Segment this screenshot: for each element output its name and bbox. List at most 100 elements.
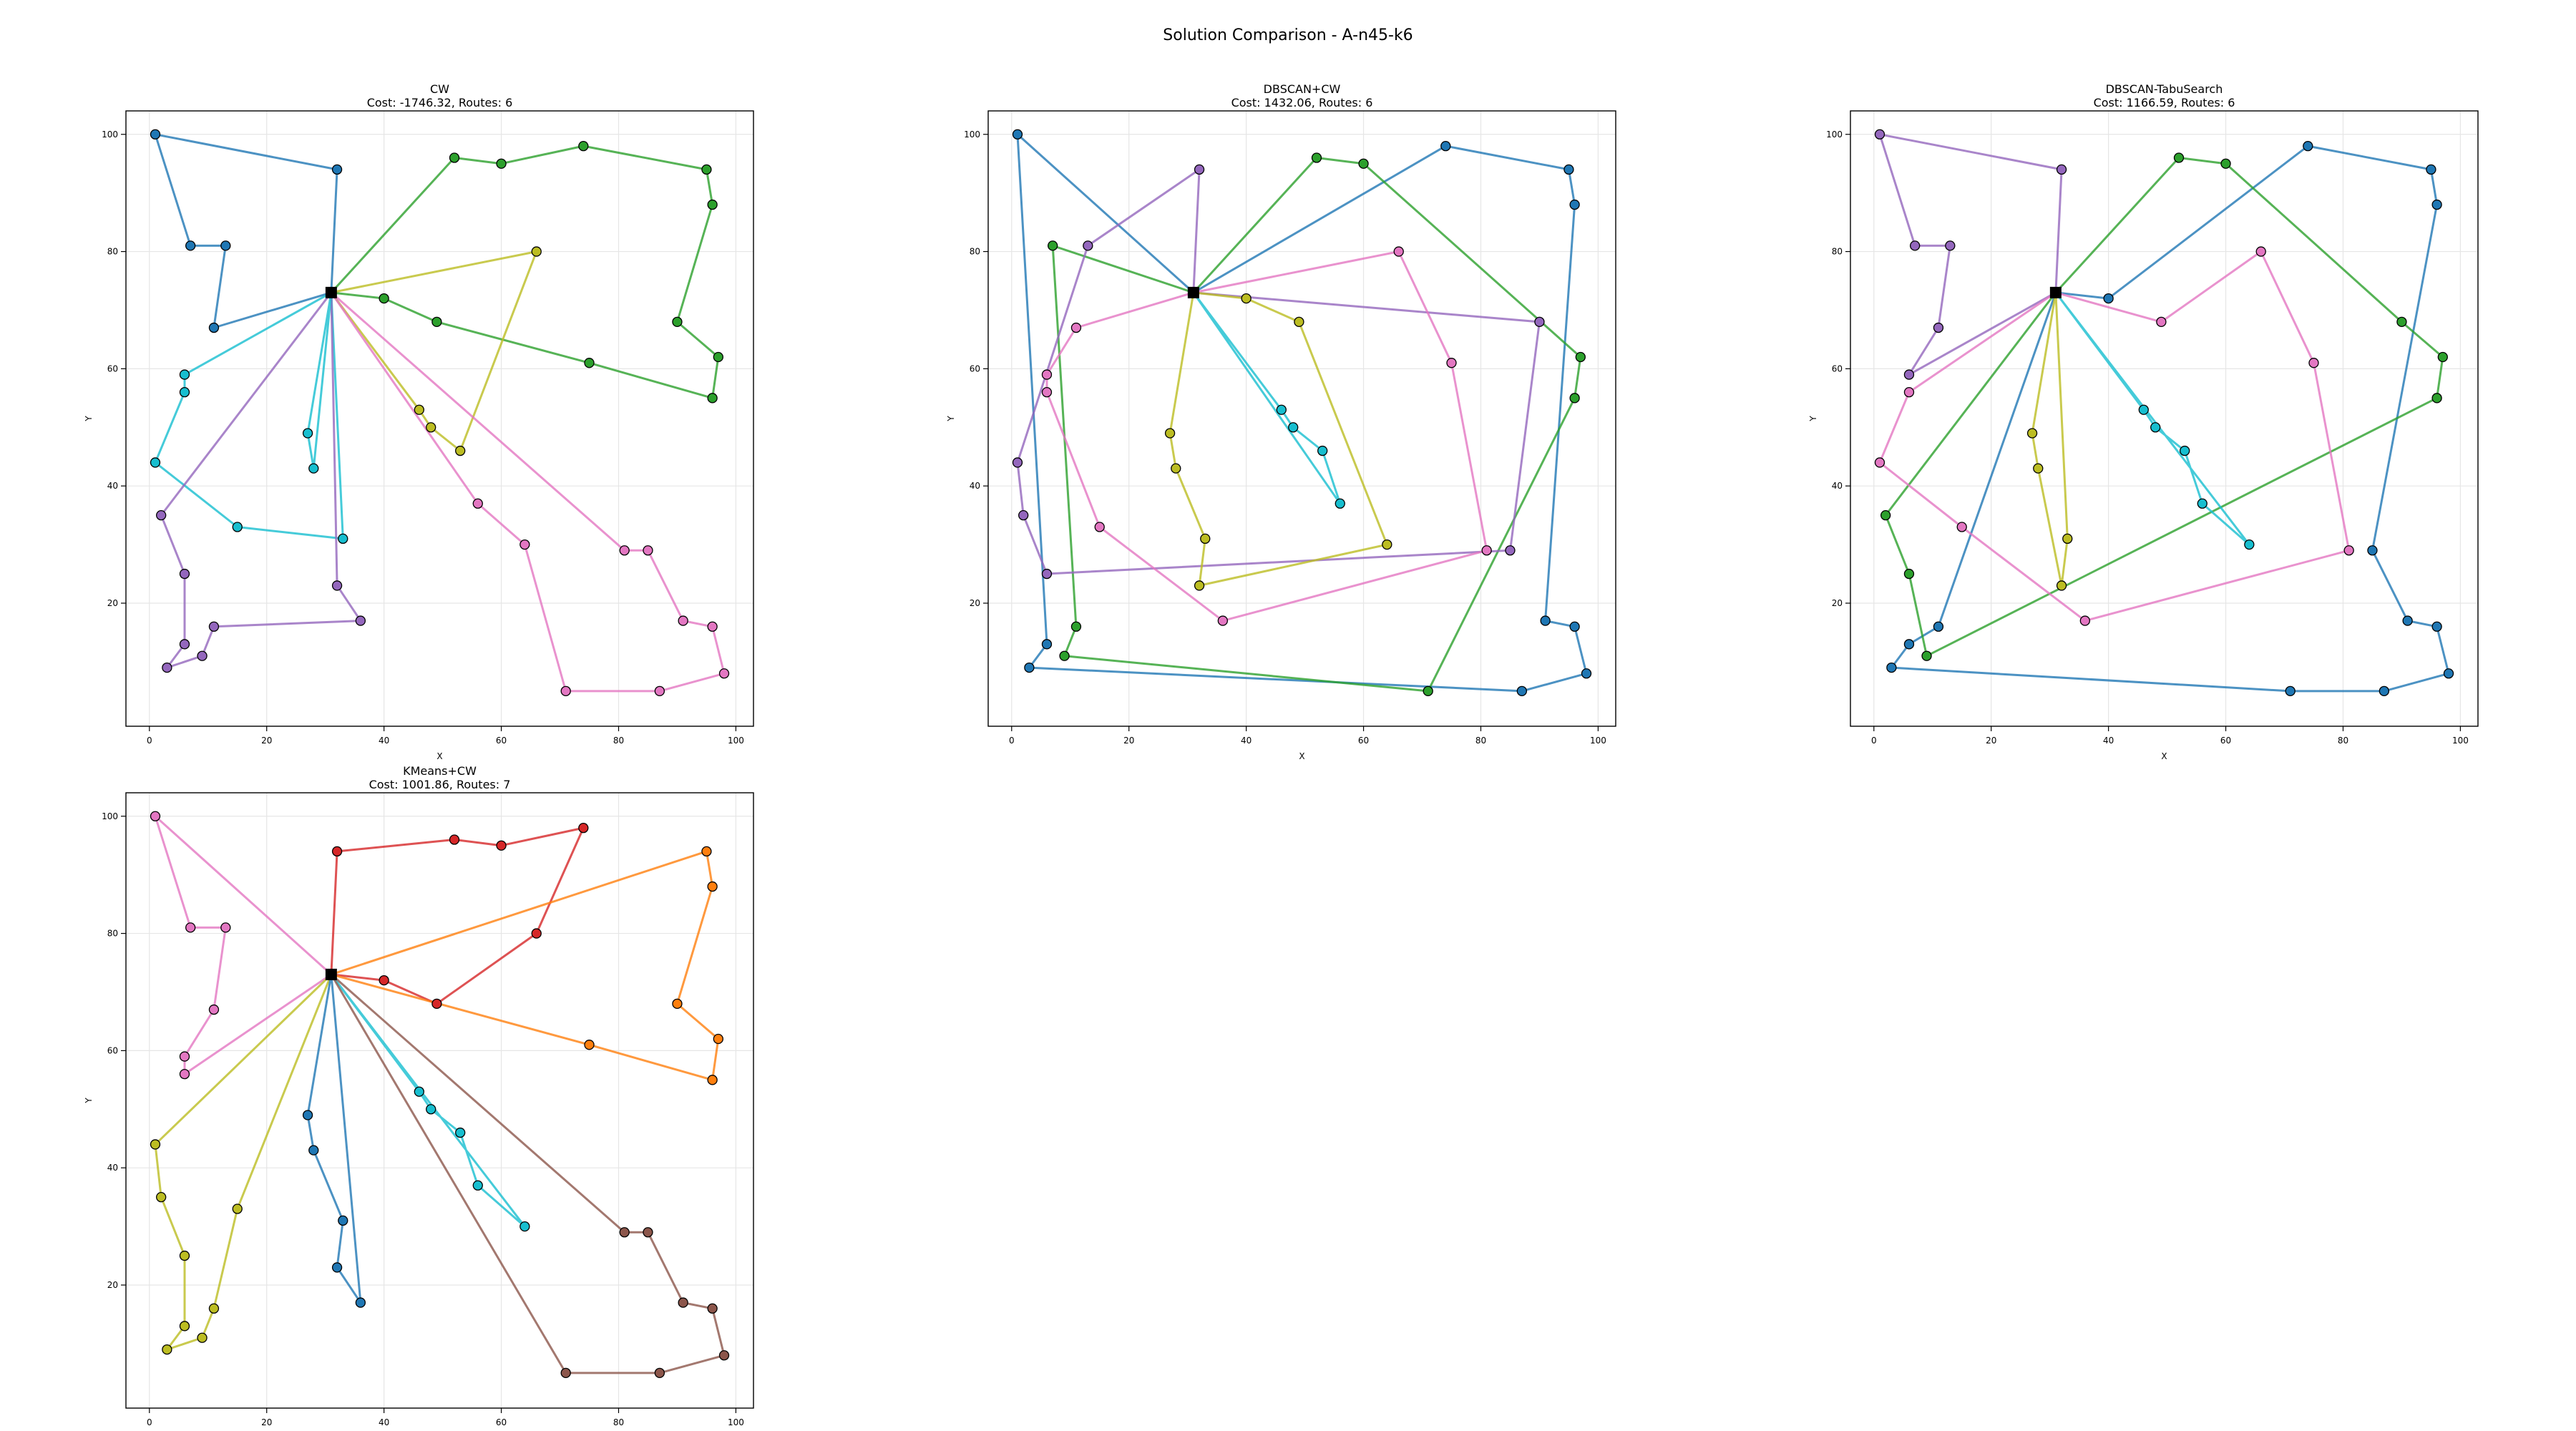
customer-point (331, 846, 343, 857)
customer-point (455, 1127, 466, 1138)
customer-point (1393, 246, 1404, 257)
customer-point (1194, 164, 1205, 175)
depot-marker (1187, 286, 1199, 298)
customer-point (208, 1004, 220, 1015)
y-tick-label: 80 (1832, 247, 1843, 257)
customer-point (208, 322, 220, 333)
customer-point (355, 1297, 366, 1308)
customer-point (713, 351, 723, 363)
customer-point (1903, 369, 1915, 380)
route-line-6 (330, 291, 726, 693)
y-axis-label: Y (1808, 416, 1818, 422)
x-tick-label: 80 (613, 736, 624, 746)
customer-point (2056, 580, 2067, 591)
customer-point (150, 1139, 161, 1150)
customer-point (672, 316, 683, 328)
route-line-5 (2031, 292, 2069, 587)
customer-point (156, 509, 167, 521)
customer-point (426, 422, 436, 433)
y-tick-label: 100 (102, 811, 118, 821)
panel-title: DBSCAN-TabuSearch (2106, 82, 2223, 96)
customer-point (678, 615, 688, 626)
customer-point (431, 998, 442, 1010)
customer-point (1317, 445, 1328, 456)
customer-point (560, 685, 571, 697)
customer-point (308, 463, 319, 474)
route-line-3 (1016, 168, 1541, 575)
route-line-5 (160, 291, 362, 669)
customer-point (179, 386, 190, 398)
customer-point (1933, 322, 1944, 333)
customer-point (1241, 293, 1252, 304)
customer-point (150, 811, 161, 821)
customer-point (302, 1110, 313, 1120)
customer-point (1382, 539, 1392, 550)
route-line-6 (1192, 291, 1342, 505)
route-line-4 (1878, 250, 2351, 622)
customer-point (707, 1075, 718, 1085)
customer-point (1440, 140, 1451, 152)
depot-marker (325, 968, 337, 980)
customer-point (1575, 351, 1586, 363)
customer-point (707, 1303, 718, 1314)
customer-point (179, 568, 190, 580)
route-line-5 (306, 974, 362, 1304)
customer-point (1083, 240, 1093, 251)
customer-point (1048, 240, 1058, 251)
customer-point (1540, 615, 1551, 626)
customer-point (431, 316, 442, 328)
customer-point (1569, 199, 1580, 210)
customer-point (531, 246, 542, 257)
y-tick-label: 20 (970, 598, 980, 608)
customer-point (701, 846, 712, 857)
x-tick-label: 80 (1475, 736, 1486, 746)
customer-point (414, 404, 424, 415)
customer-point (654, 1367, 665, 1379)
customer-point (2308, 358, 2319, 368)
customer-point (584, 1040, 595, 1050)
customer-point (220, 240, 231, 251)
customer-point (302, 428, 313, 439)
x-tick-label: 80 (613, 1417, 624, 1427)
customer-point (654, 685, 665, 697)
route-line-1 (1016, 133, 1588, 693)
customer-point (718, 668, 730, 679)
route-line-1 (330, 826, 585, 1005)
x-tick-label: 40 (1241, 736, 1252, 746)
customer-point (1563, 164, 1574, 175)
plot-frame (125, 792, 754, 1409)
customer-point (331, 164, 343, 175)
customer-point (519, 539, 530, 550)
customer-point (179, 1051, 190, 1062)
customer-point (2056, 164, 2067, 175)
customer-point (2197, 498, 2207, 509)
customer-point (1217, 615, 1229, 626)
customer-point (1921, 650, 1932, 661)
customer-point (1581, 668, 1592, 679)
customer-point (1041, 639, 1053, 650)
customer-point (643, 545, 653, 556)
customer-point (2443, 668, 2454, 679)
customer-point (1874, 457, 1885, 468)
route-line-4 (154, 291, 344, 540)
route-line-2 (1884, 157, 2444, 658)
customer-point (2138, 404, 2149, 415)
x-tick-label: 60 (1358, 736, 1369, 746)
customer-point (519, 1221, 530, 1232)
customer-point (707, 621, 718, 632)
customer-point (1276, 404, 1287, 415)
customer-point (1041, 369, 1053, 380)
x-tick-label: 100 (728, 1417, 744, 1427)
x-tick-label: 60 (496, 1417, 507, 1427)
customer-point (2156, 316, 2167, 328)
customer-point (1534, 316, 1545, 328)
customer-point (2379, 685, 2390, 697)
y-tick-label: 20 (1832, 598, 1843, 608)
y-tick-label: 20 (107, 1280, 118, 1290)
customer-point (449, 152, 460, 163)
x-tick-label: 60 (496, 736, 507, 746)
customer-point (584, 358, 595, 368)
customer-point (1956, 522, 1967, 532)
customer-point (162, 1344, 172, 1355)
customer-point (560, 1367, 571, 1379)
